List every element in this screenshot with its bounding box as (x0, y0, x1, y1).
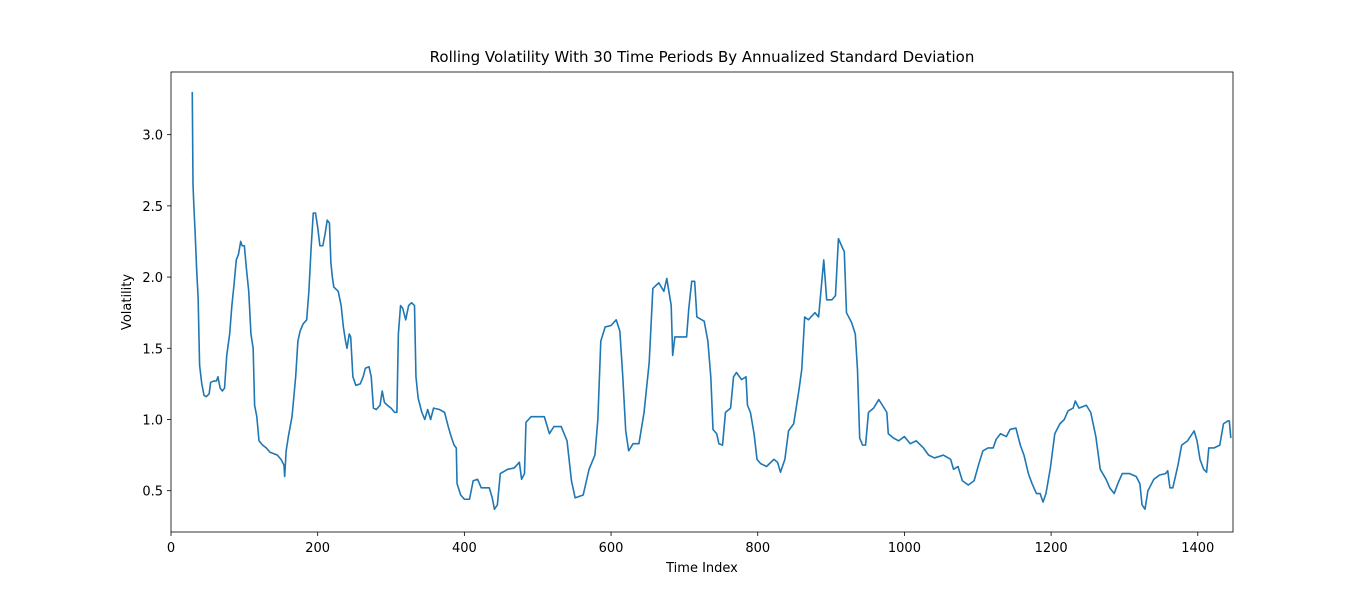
x-tick-label: 400 (452, 541, 477, 556)
line-series (191, 91, 1232, 511)
y-tick-label: 1.5 (142, 342, 163, 357)
y-axis-label: Volatility (120, 274, 135, 330)
y-tick-label: 3.0 (142, 129, 163, 144)
y-tick-label: 0.5 (142, 485, 163, 500)
y-tick-label: 2.0 (142, 271, 163, 286)
x-tick-label: 800 (745, 541, 770, 556)
y-tick-label: 1.0 (142, 413, 163, 428)
x-tick-label: 1000 (888, 541, 921, 556)
x-tick-label: 1400 (1181, 541, 1214, 556)
x-tick-label: 200 (305, 541, 330, 556)
axes-frame (170, 71, 1234, 533)
y-tick-label: 2.5 (142, 200, 163, 215)
x-tick-label: 0 (167, 541, 175, 556)
x-tick-label: 600 (599, 541, 624, 556)
chart-title: Rolling Volatility With 30 Time Periods … (430, 48, 975, 66)
x-tick-label: 1200 (1035, 541, 1068, 556)
x-axis-label: Time Index (665, 561, 738, 576)
